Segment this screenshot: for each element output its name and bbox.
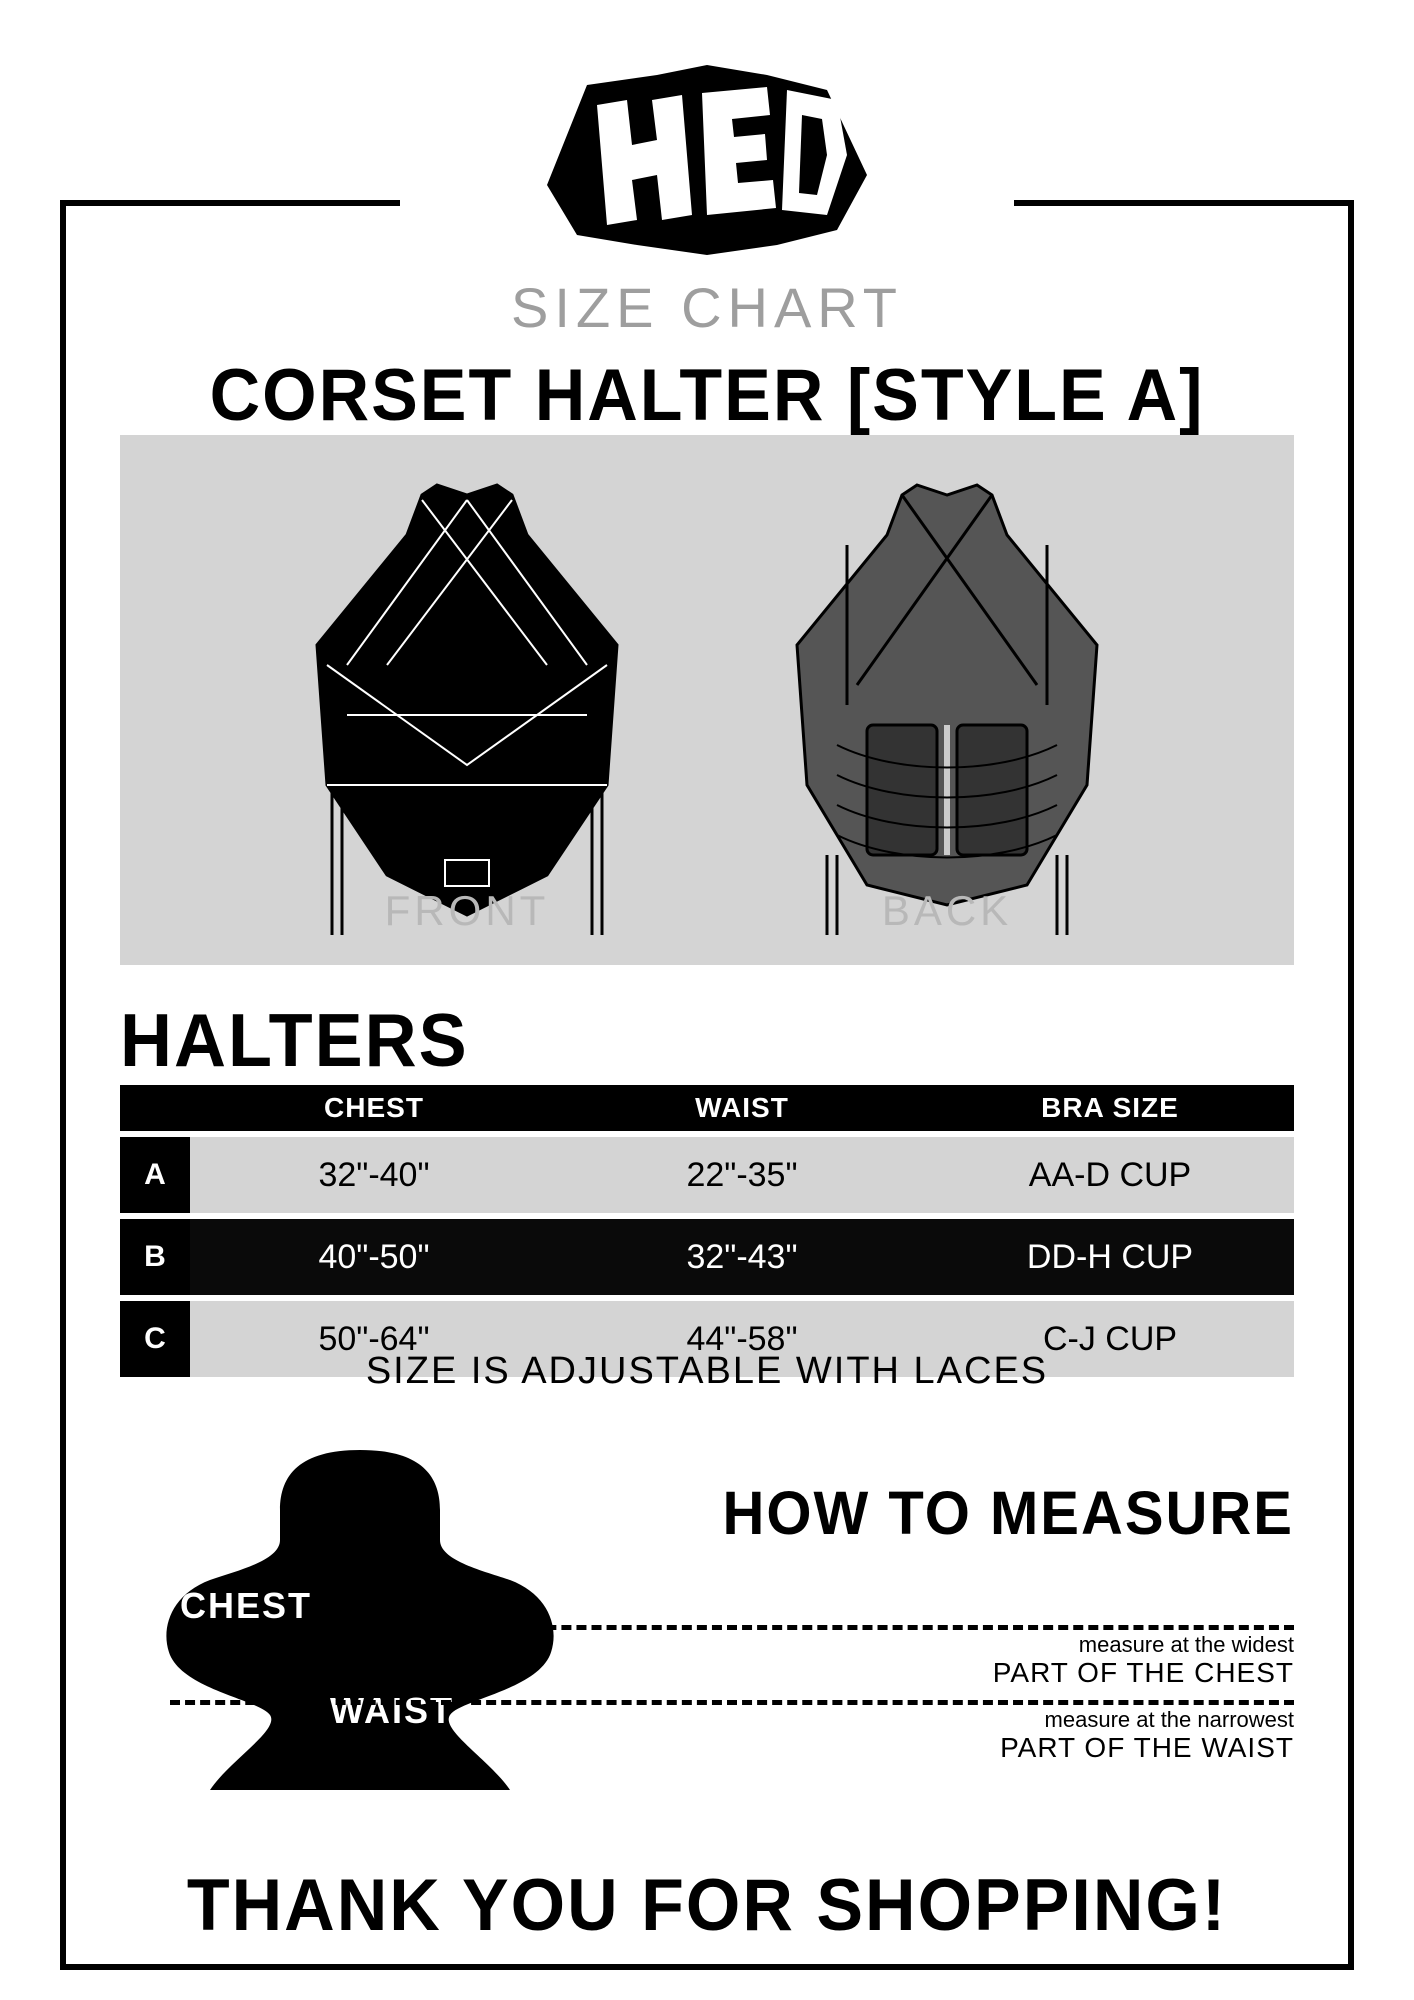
halters-heading: HALTERS — [120, 998, 469, 1084]
waist-cell: 32"-43" — [558, 1238, 926, 1277]
waist-measure-line: measure at the narrowest PART OF THE WAI… — [170, 1700, 1294, 1764]
size-cell: A — [120, 1137, 190, 1213]
chest-label: CHEST — [180, 1585, 312, 1627]
product-title: CORSET HALTER [STYLE A] — [0, 353, 1414, 437]
page-subtitle: SIZE CHART — [0, 275, 1414, 340]
table-note: SIZE IS ADJUSTABLE WITH LACES — [0, 1350, 1414, 1393]
size-table: CHEST WAIST BRA SIZE A 32"-40" 22"-35" A… — [120, 1085, 1294, 1377]
product-illustration-panel: FRONT — [120, 435, 1294, 965]
chest-caption-small: measure at the widest — [1079, 1632, 1294, 1657]
header-bra: BRA SIZE — [926, 1092, 1294, 1124]
bra-cell: AA-D CUP — [926, 1156, 1294, 1195]
header-waist: WAIST — [558, 1092, 926, 1124]
waist-caption-small: measure at the narrowest — [1045, 1707, 1294, 1732]
back-label: BACK — [737, 887, 1157, 935]
size-cell: B — [120, 1219, 190, 1295]
table-header-row: CHEST WAIST BRA SIZE — [120, 1085, 1294, 1131]
front-label: FRONT — [257, 887, 677, 935]
bra-cell: DD-H CUP — [926, 1238, 1294, 1277]
waist-caption-big: PART OF THE WAIST — [1000, 1732, 1294, 1763]
table-row: A 32"-40" 22"-35" AA-D CUP — [120, 1137, 1294, 1213]
waist-cell: 22"-35" — [558, 1156, 926, 1195]
header-chest: CHEST — [190, 1092, 558, 1124]
corset-back-illustration: BACK — [737, 465, 1157, 945]
chest-cell: 32"-40" — [190, 1156, 558, 1195]
chest-cell: 40"-50" — [190, 1238, 558, 1277]
brand-logo — [507, 45, 907, 265]
chest-measure-line: measure at the widest PART OF THE CHEST — [170, 1625, 1294, 1689]
corset-front-illustration: FRONT — [257, 465, 677, 945]
measure-title: HOW TO MEASURE — [600, 1478, 1294, 1548]
footer-message: THANK YOU FOR SHOPPING! — [0, 1863, 1414, 1947]
table-row: B 40"-50" 32"-43" DD-H CUP — [120, 1219, 1294, 1295]
chest-caption-big: PART OF THE CHEST — [993, 1657, 1294, 1688]
